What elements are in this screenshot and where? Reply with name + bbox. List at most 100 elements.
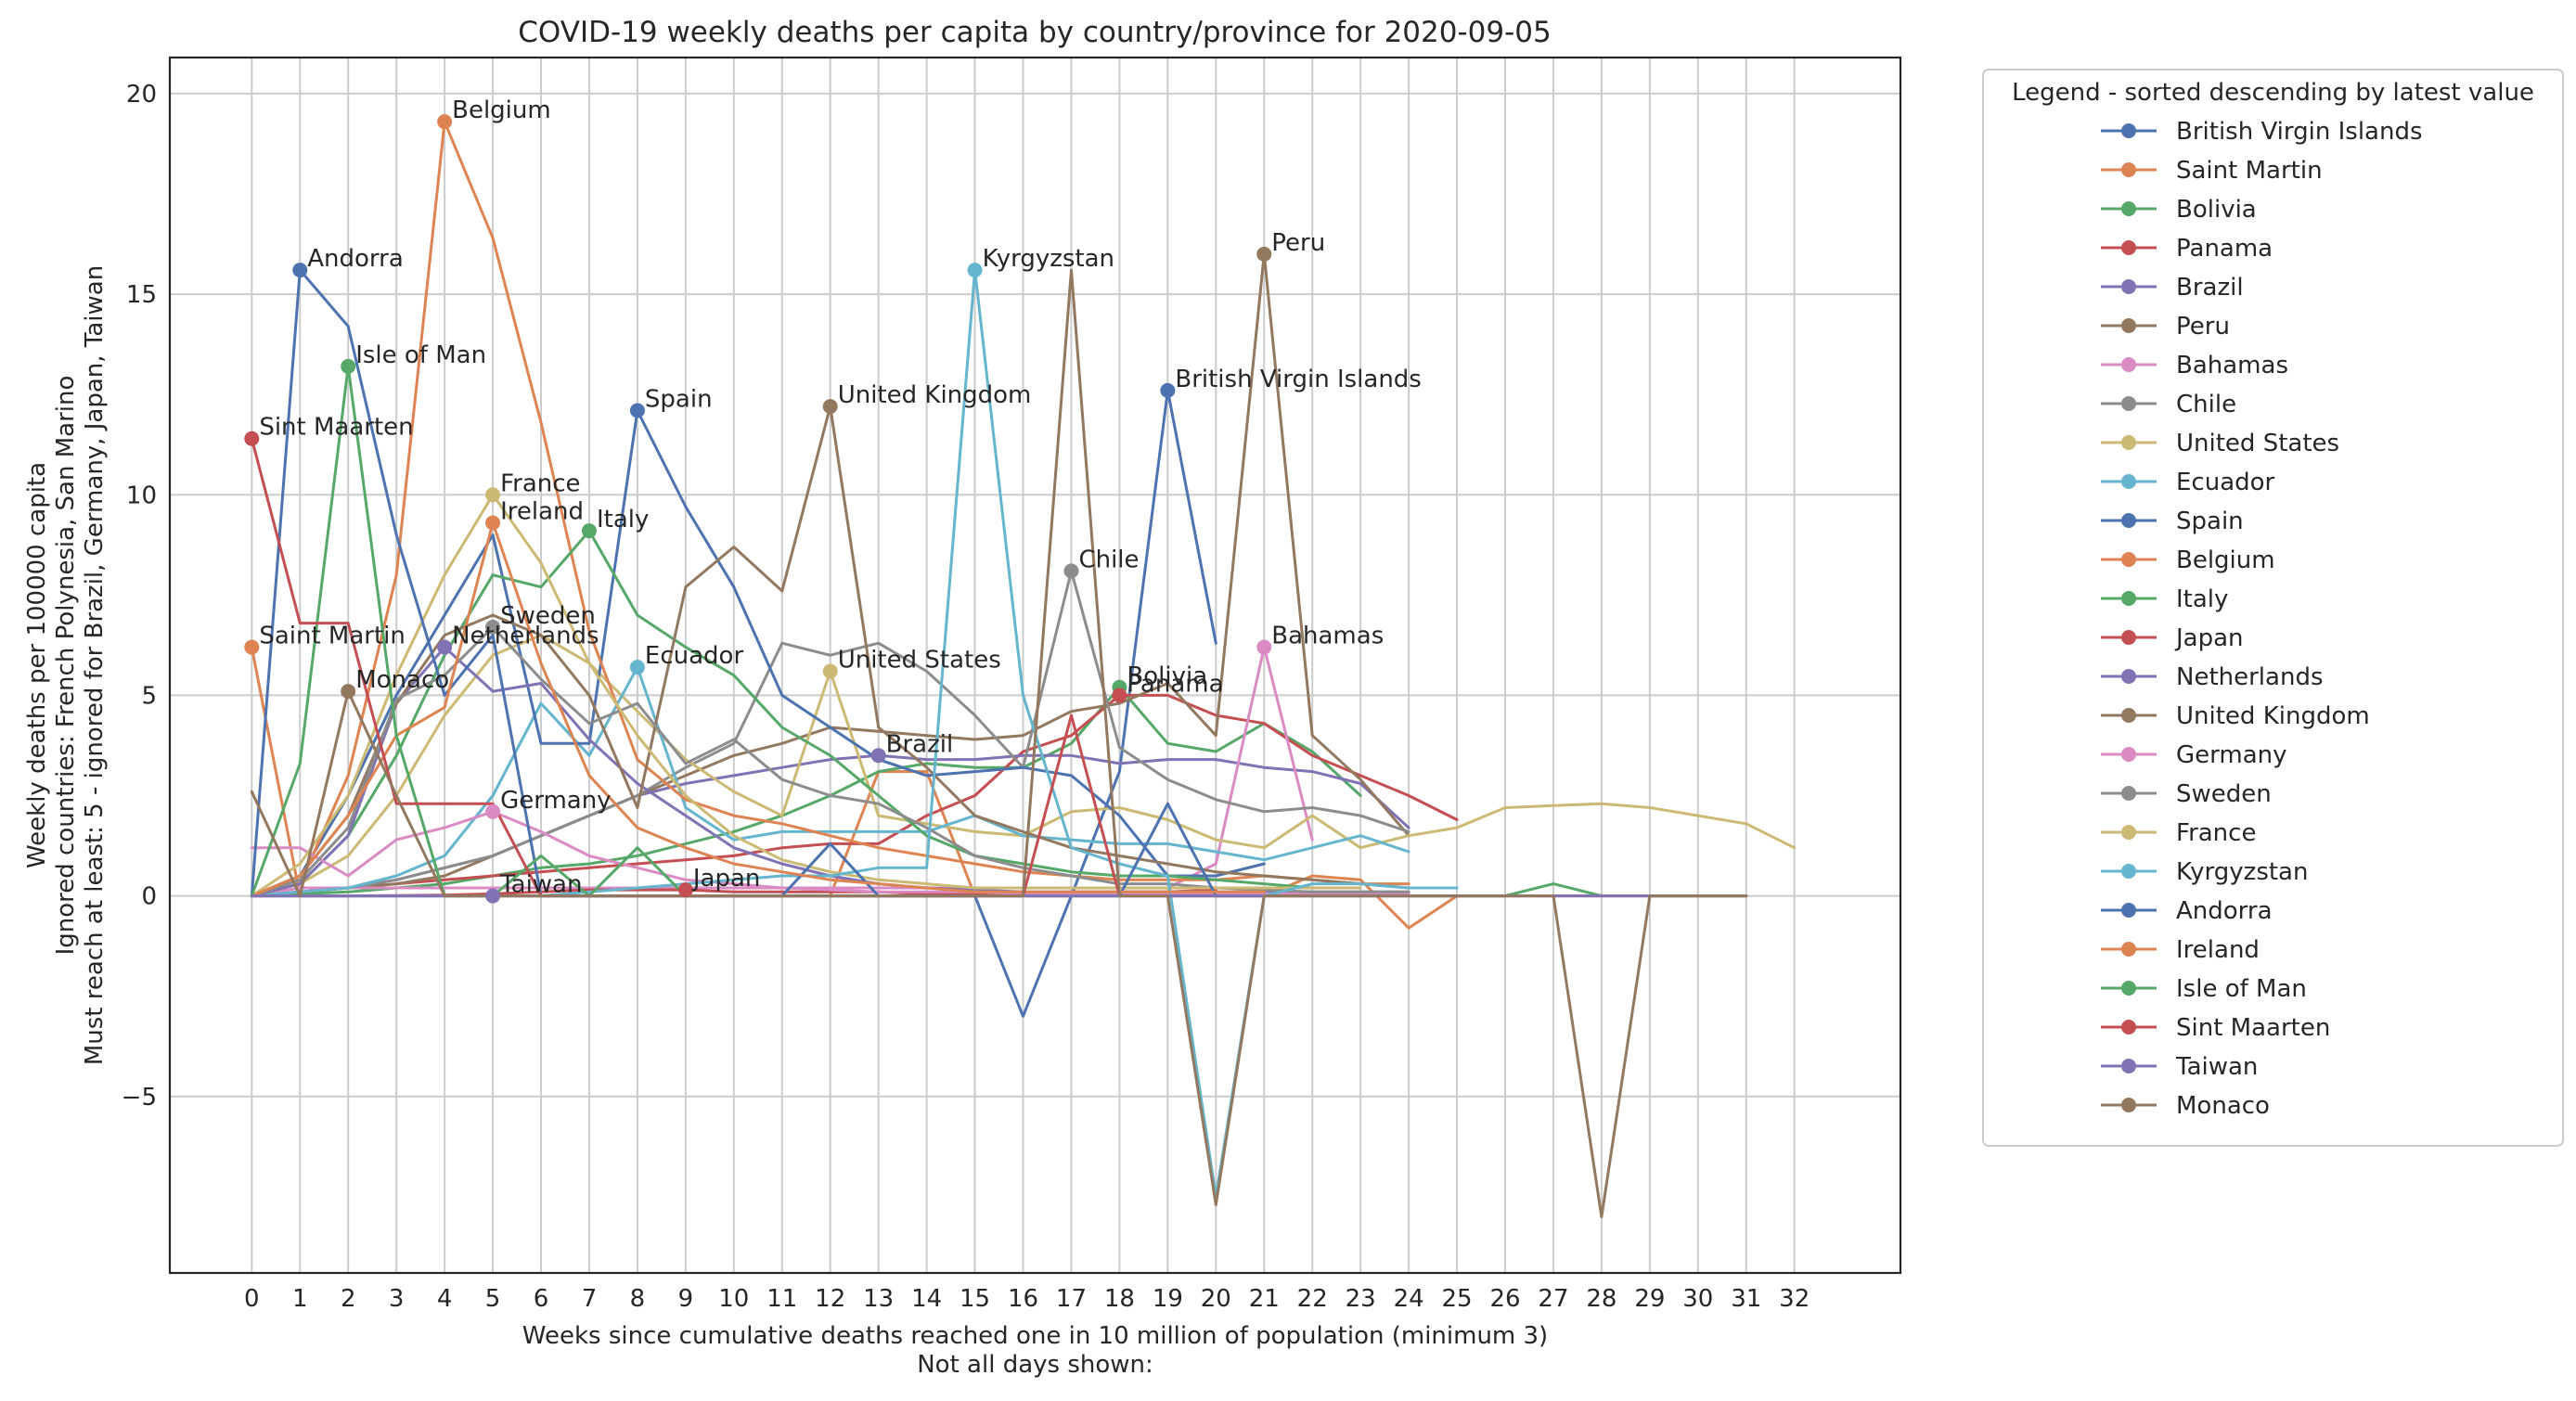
series-line-france [250,493,1362,898]
x-axis-label-line: Weeks since cumulative deaths reached on… [522,1322,1548,1350]
x-tick-label: 6 [534,1285,549,1313]
series-marker-japan [677,882,693,898]
x-tick-label: 9 [678,1285,694,1313]
series-marker-andorra [292,263,308,278]
x-tick-label: 24 [1394,1285,1424,1313]
annotation-label: Taiwan [499,871,582,899]
annotation-label: British Virgin Islands [1175,366,1422,393]
x-tick-label: 30 [1682,1285,1713,1313]
x-tick-label: 8 [630,1285,646,1313]
legend-entry: Sint Maarten [2176,1014,2330,1042]
x-tick-label: 3 [389,1285,405,1313]
series-marker-brazil [870,748,886,764]
x-axis-label: Weeks since cumulative deaths reached on… [522,1322,1548,1379]
annotation-label: Brazil [886,730,954,758]
legend-swatch-marker [2121,630,2136,645]
x-tick-label: 22 [1297,1285,1328,1313]
x-tick-label: 2 [341,1285,356,1313]
annotation-label: Ireland [500,498,584,526]
legend-entry: Spain [2176,508,2244,535]
legend-entry: Netherlands [2176,663,2324,691]
legend-entry: France [2176,819,2256,847]
annotation-label: Chile [1078,546,1139,573]
legend-entry: United States [2176,430,2339,457]
legend-entry: Bolivia [2176,196,2257,224]
series-line-chile [250,569,1410,898]
annotation-label: Bahamas [1271,623,1384,650]
y-axis-ticks: −5 0 5 10 15 20 [122,81,157,1112]
legend-swatch-marker [2121,981,2136,996]
legend-entry: Germany [2176,741,2287,769]
series-marker-belgium [437,114,453,130]
legend-entry: Taiwan [2175,1053,2258,1081]
legend-entry: Kyrgyzstan [2176,858,2308,886]
series-marker-united-kingdom [822,399,838,415]
x-tick-label: 5 [485,1285,501,1313]
series-marker-saint-martin [244,639,260,655]
annotation-label: Bolivia [1127,662,1207,690]
y-tick-label: 10 [126,482,157,509]
x-tick-label: 15 [960,1285,990,1313]
series-marker-peru [1256,246,1272,262]
series-marker-ireland [485,515,501,531]
x-tick-label: 7 [582,1285,598,1313]
annotation-label: Andorra [307,245,404,273]
legend-swatch-marker [2121,240,2136,255]
legend-entry: Japan [2174,624,2244,652]
series-marker-kyrgyzstan [967,263,983,278]
annotation-label: Spain [645,385,713,413]
annotation-label: Italy [597,506,649,533]
series-marker-panama [1112,688,1127,703]
annotation-label: Saint Martin [259,623,406,650]
series-marker-germany [485,803,501,819]
y-tick-label: 20 [126,81,157,109]
x-tick-label: 12 [815,1285,845,1313]
x-tick-label: 17 [1056,1285,1087,1313]
legend-swatch-marker [2121,1020,2136,1035]
y-axis-label-line: Must reach at least: 5 - ignored for Bra… [81,265,109,1065]
annotation-label: Germany [500,787,612,815]
legend-entry: United Kingdom [2176,702,2370,730]
legend-swatch-marker [2121,903,2136,918]
y-axis-label: Weekly deaths per 100000 capita Ignored c… [23,265,109,1065]
legend-swatch-marker [2121,591,2136,606]
annotation-label: Netherlands [452,623,599,650]
x-tick-label: 0 [244,1285,260,1313]
annotation-label: France [500,469,580,497]
legend-swatch-marker [2121,513,2136,528]
x-tick-label: 4 [437,1285,453,1313]
legend-swatch-marker [2121,669,2136,684]
series-line-monaco [250,268,1748,1218]
series-line-italy [250,529,1314,898]
annotation-label: Belgium [452,96,551,124]
x-tick-label: 23 [1346,1285,1376,1313]
x-tick-label: 13 [863,1285,894,1313]
x-tick-label: 31 [1731,1285,1761,1313]
y-tick-label: 15 [126,281,157,309]
legend-entry: British Virgin Islands [2176,118,2423,146]
legend-swatch-marker [2121,201,2136,216]
legend-swatch-marker [2121,357,2136,372]
legend-swatch-marker [2121,747,2136,762]
annotation-label: Sint Maarten [259,414,413,442]
legend-entry: Saint Martin [2176,157,2323,185]
x-tick-label: 10 [718,1285,749,1313]
legend: Legend - sorted descending by latest val… [1982,69,2564,1147]
series-marker-chile [1063,563,1079,579]
series-marker-italy [581,523,597,539]
x-tick-label: 32 [1779,1285,1810,1313]
x-tick-label: 25 [1442,1285,1473,1313]
x-tick-label: 11 [766,1285,797,1313]
series-marker-isle-of-man [341,358,356,374]
legend-entry: Belgium [2176,546,2275,574]
legend-swatch-marker [2121,123,2136,138]
annotations: Belgium Andorra Isle of Man Sint Maarten Sai… [259,96,1422,898]
series-line-spain [250,409,1266,898]
annotation-label: Ecuador [645,642,744,670]
annotation-label: United States [838,646,1001,674]
series-markers [244,114,1272,904]
x-tick-label: 27 [1538,1285,1568,1313]
series-marker-bahamas [1256,639,1272,655]
legend-entry: Bahamas [2176,352,2288,379]
series-marker-spain [629,403,645,418]
